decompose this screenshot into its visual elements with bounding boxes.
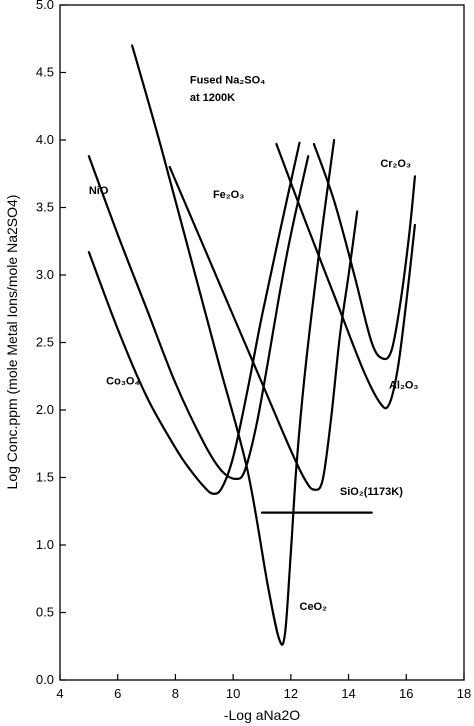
annotation-ceo2: CeO₂	[300, 601, 328, 613]
series-line-nio	[87, 155, 310, 481]
series-line-co3o4	[87, 141, 301, 495]
annotation-nio: NiO	[89, 185, 109, 197]
series-line-al2o3	[275, 142, 416, 410]
y-tick-label: 0.0	[36, 672, 54, 687]
annotation-co3o4: Co₃O₄	[106, 375, 140, 387]
y-tick-label: 5.0	[36, 0, 54, 12]
y-axis-title: Log Conc.ppm (mole Metal Ions/mole Na2SO…	[4, 195, 20, 490]
x-tick-label: 16	[399, 686, 413, 701]
x-axis-title: -Log aNa2O	[224, 707, 300, 723]
annotation-sio2-1173k: SiO₂(1173K)	[340, 486, 403, 498]
series-line-ceo2	[131, 44, 336, 646]
y-tick-label: 2.0	[36, 402, 54, 417]
axis-ticks: 4 6 8 10 12 14 16 18 0.0 0.5 1.0 1.5 2.0 2.5 3.0 3.5 4.0…	[36, 0, 471, 701]
x-tick-label: 6	[114, 686, 121, 701]
x-tick-label: 4	[56, 686, 63, 701]
y-tick-label: 3.5	[36, 200, 54, 215]
x-tick-label: 10	[226, 686, 240, 701]
y-tick-label: 3.0	[36, 267, 54, 282]
y-tick-label: 4.5	[36, 65, 54, 80]
annotation-fused-na2so4: Fused Na₂SO₄	[190, 74, 266, 86]
x-tick-label: 14	[341, 686, 355, 701]
x-tick-label: 12	[284, 686, 298, 701]
y-tick-label: 1.0	[36, 537, 54, 552]
y-tick-label: 0.5	[36, 605, 54, 620]
annotation-al2o3: Al₂O₃	[389, 379, 419, 391]
annotation-cr2o3: Cr₂O₃	[380, 158, 411, 170]
annotation-fe2o3: Fe₂O₃	[213, 189, 244, 201]
annotation-at-1200k: at 1200K	[190, 92, 235, 104]
plot-frame	[59, 4, 465, 681]
x-tick-label: 8	[172, 686, 179, 701]
y-tick-label: 2.5	[36, 335, 54, 350]
y-tick-label: 4.0	[36, 132, 54, 147]
y-tick-label: 1.5	[36, 470, 54, 485]
series-line-fe2o3	[168, 165, 359, 491]
series-lines	[87, 44, 416, 646]
series-line-cr2o3	[312, 142, 416, 361]
x-tick-label: 18	[457, 686, 471, 701]
annotations: Fused Na₂SO₄ at 1200K NiO Fe₂O₃ Cr₂O₃ Co₃O₄ Al…	[89, 74, 419, 613]
